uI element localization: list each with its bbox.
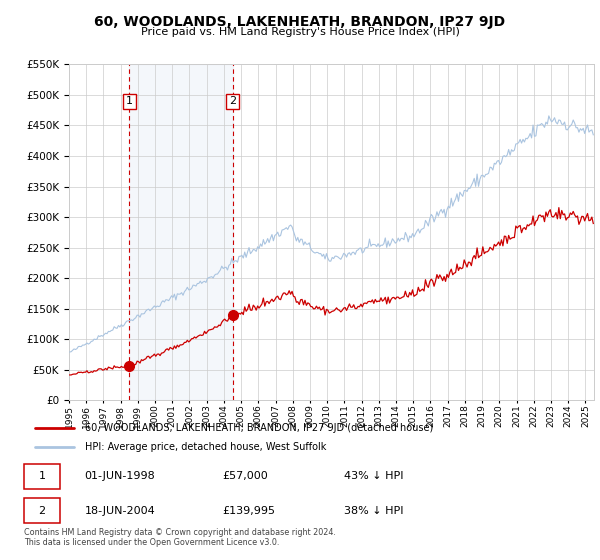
Text: 60, WOODLANDS, LAKENHEATH, BRANDON, IP27 9JD (detached house): 60, WOODLANDS, LAKENHEATH, BRANDON, IP27… [85, 423, 433, 433]
Text: HPI: Average price, detached house, West Suffolk: HPI: Average price, detached house, West… [85, 442, 326, 452]
Text: 1: 1 [38, 472, 46, 482]
Text: Price paid vs. HM Land Registry's House Price Index (HPI): Price paid vs. HM Land Registry's House … [140, 27, 460, 37]
Text: 60, WOODLANDS, LAKENHEATH, BRANDON, IP27 9JD: 60, WOODLANDS, LAKENHEATH, BRANDON, IP27… [94, 15, 506, 29]
Text: 01-JUN-1998: 01-JUN-1998 [85, 472, 155, 482]
Text: 18-JUN-2004: 18-JUN-2004 [85, 506, 155, 516]
Text: 1: 1 [126, 96, 133, 106]
Text: £57,000: £57,000 [223, 472, 268, 482]
Bar [129, 64, 233, 400]
Bar [24, 498, 60, 524]
Bar [24, 464, 60, 489]
Text: £139,995: £139,995 [223, 506, 276, 516]
Text: 43% ↓ HPI: 43% ↓ HPI [344, 472, 404, 482]
Text: 2: 2 [229, 96, 236, 106]
Text: 38% ↓ HPI: 38% ↓ HPI [344, 506, 404, 516]
Text: 2: 2 [38, 506, 46, 516]
Text: Contains HM Land Registry data © Crown copyright and database right 2024.
This d: Contains HM Land Registry data © Crown c… [24, 528, 336, 547]
